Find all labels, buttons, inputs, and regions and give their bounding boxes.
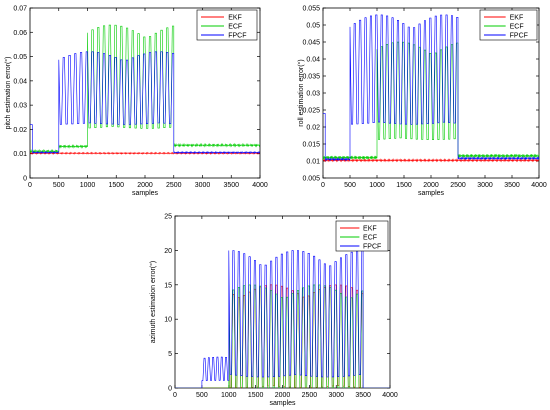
roll-xlabel: samples [418,190,445,197]
pitch-xtick-label: 500 [53,182,65,189]
roll-ytick-label: 0.005 [302,176,320,183]
azimuth-ytick-label: 0 [168,386,172,393]
pitch-series-fpcf-line [30,51,260,154]
roll-legend-label-ekf: EKF [510,15,524,22]
azimuth-xtick-label: 1000 [221,392,237,399]
pitch-legend-label-ekf: EKF [228,15,242,22]
roll-ytick-label: 0.05 [306,23,320,30]
pitch-xtick-label: 4000 [252,182,268,189]
roll-ytick-label: 0.01 [306,159,320,166]
pitch-ytick-label: 0.02 [13,127,27,134]
azimuth-xtick-label: 500 [196,392,208,399]
azimuth-ytick-label: 15 [164,282,172,289]
azimuth-legend-label-ekf: EKF [363,226,377,233]
azimuth-xtick-label: 2000 [275,392,291,399]
roll-series-fpcf-line [323,14,539,162]
pitch-xtick-label: 1500 [108,182,124,189]
roll-ytick-label: 0.04 [306,57,320,64]
pitch-legend [196,9,258,41]
azimuth-xtick-label: 0 [173,392,177,399]
pitch-xtick-label: 3000 [195,182,211,189]
azimuth-ylabel: azimuth estimation error(°) [149,261,157,344]
roll-ytick-label: 0.02 [306,125,320,132]
azimuth-ytick-label: 20 [164,248,172,255]
roll-chart: 0 500 1000 1500 2000 2500 3000 3500 4000 0.005 0.0… [297,6,547,198]
pitch-xtick-label: 0 [28,182,32,189]
roll-legend-label-ecf: ECF [510,24,524,31]
roll-ytick-label: 0.055 [302,6,320,13]
roll-ytick-label: 0.025 [302,108,320,115]
azimuth-ytick-label: 25 [164,214,172,221]
pitch-ytick-label: 0.01 [13,151,27,158]
pitch-xtick-label: 3500 [223,182,239,189]
pitch-ytick-label: 0.03 [13,103,27,110]
roll-series-ekf-line [323,158,539,163]
roll-ytick-label: 0.03 [306,91,320,98]
roll-legend-label-fpcf: FPCF [510,33,528,40]
azimuth-chart: 0 500 1000 1500 2000 2500 3000 3500 4000 0 5 10 15 20… [149,214,398,408]
roll-xtick-label: 4000 [531,182,547,189]
azimuth-legend-label-ecf: ECF [363,235,377,242]
azimuth-xtick-label: 3500 [355,392,371,399]
pitch-xtick-label: 1000 [80,182,96,189]
roll-ytick-label: 0.015 [302,142,320,149]
pitch-ytick-label: 0.05 [13,54,27,61]
azimuth-legend-label-fpcf: FPCF [363,244,381,251]
pitch-ytick-label: 0 [23,176,27,183]
roll-xtick-label: 3000 [477,182,493,189]
roll-ytick-label: 0.045 [302,40,320,47]
azimuth-ytick-label: 5 [168,351,172,358]
azimuth-xtick-label: 4000 [382,392,398,399]
pitch-ylabel: pitch estimation error(°) [4,57,12,130]
roll-xtick-label: 1500 [396,182,412,189]
azimuth-xtick-label: 1500 [248,392,264,399]
azimuth-ytick-label: 10 [164,317,172,324]
azimuth-xtick-label: 2500 [302,392,318,399]
azimuth-xlabel: samples [269,400,296,407]
pitch-chart: 0 500 1000 1500 2000 2500 3000 3500 4000 0 0.01 0.0… [4,6,268,198]
azimuth-xtick-label: 3000 [328,392,344,399]
pitch-ytick-label: 0.04 [13,78,27,85]
pitch-ytick-label: 0.06 [13,30,27,37]
roll-legend [479,9,538,41]
roll-xtick-label: 1000 [369,182,385,189]
pitch-xtick-label: 2000 [137,182,153,189]
roll-xtick-label: 0 [321,182,325,189]
roll-ytick-label: 0.035 [302,74,320,81]
pitch-xtick-label: 2500 [166,182,182,189]
roll-xtick-label: 3500 [504,182,520,189]
roll-xtick-label: 500 [344,182,356,189]
roll-xtick-label: 2500 [450,182,466,189]
pitch-legend-label-ecf: ECF [228,24,242,31]
roll-xtick-label: 2000 [423,182,439,189]
roll-ylabel: roll estimation error(°) [297,59,305,126]
pitch-ytick-label: 0.07 [13,6,27,13]
pitch-legend-label-fpcf: FPCF [228,33,246,40]
azimuth-series-fpcf-line [175,250,390,388]
pitch-xlabel: samples [132,190,159,197]
